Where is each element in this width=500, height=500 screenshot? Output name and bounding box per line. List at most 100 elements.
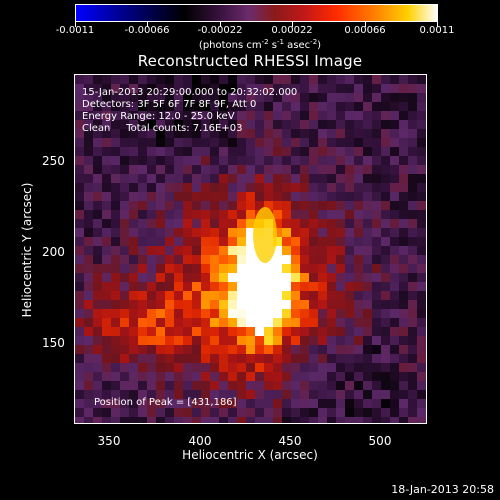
heatmap-cell bbox=[174, 102, 184, 112]
heatmap-cell bbox=[354, 336, 364, 346]
heatmap-cell bbox=[363, 210, 373, 220]
heatmap-cell bbox=[84, 129, 94, 139]
heatmap-cell bbox=[318, 300, 328, 310]
heatmap-cell bbox=[246, 93, 256, 103]
heatmap-cell bbox=[219, 282, 229, 292]
heatmap-cell bbox=[129, 345, 139, 355]
heatmap-cell bbox=[327, 165, 337, 175]
heatmap-cell bbox=[147, 390, 157, 400]
heatmap-cell bbox=[273, 237, 283, 247]
heatmap-cell bbox=[147, 345, 157, 355]
heatmap-cell bbox=[327, 345, 337, 355]
heatmap-cell bbox=[327, 102, 337, 112]
colorbar-tick-label: -0.00022 bbox=[197, 25, 243, 36]
heatmap-cell bbox=[93, 273, 103, 283]
heatmap-cell bbox=[120, 228, 130, 238]
heatmap-cell bbox=[165, 228, 175, 238]
heatmap-cell bbox=[111, 102, 121, 112]
heatmap-cell bbox=[75, 381, 85, 391]
heatmap-cell bbox=[345, 120, 355, 130]
heatmap-cell bbox=[138, 84, 148, 94]
heatmap-cell bbox=[120, 264, 130, 274]
heatmap-cell bbox=[237, 354, 247, 364]
heatmap-cell bbox=[354, 354, 364, 364]
heatmap-cell bbox=[372, 138, 382, 148]
heatmap-cell bbox=[219, 354, 229, 364]
heatmap-cell bbox=[111, 75, 121, 85]
heatmap-cell bbox=[120, 246, 130, 256]
heatmap-cell bbox=[390, 183, 400, 193]
heatmap-cell bbox=[93, 372, 103, 382]
heatmap-cell bbox=[354, 138, 364, 148]
heatmap-cell bbox=[120, 318, 130, 328]
heatmap-cell bbox=[336, 111, 346, 121]
heatmap-cell bbox=[408, 264, 418, 274]
heatmap-cell bbox=[120, 345, 130, 355]
heatmap-cell bbox=[147, 192, 157, 202]
heatmap-cell bbox=[273, 228, 283, 238]
heatmap-cell bbox=[282, 408, 292, 418]
heatmap-cell bbox=[372, 309, 382, 319]
heatmap-cell bbox=[417, 399, 426, 409]
heatmap-cell bbox=[399, 237, 409, 247]
heatmap-cell bbox=[138, 201, 148, 211]
y-tick-label: 250 bbox=[42, 154, 65, 168]
heatmap-cell bbox=[75, 255, 85, 265]
heatmap-cell bbox=[228, 363, 238, 373]
heatmap-cell bbox=[309, 201, 319, 211]
heatmap-cell bbox=[129, 183, 139, 193]
heatmap-cell bbox=[408, 102, 418, 112]
heatmap-cell bbox=[390, 354, 400, 364]
heatmap-cell bbox=[111, 165, 121, 175]
heatmap-cell bbox=[264, 120, 274, 130]
heatmap-cell bbox=[174, 399, 184, 409]
heatmap-cell bbox=[273, 345, 283, 355]
heatmap-cell bbox=[246, 417, 256, 423]
heatmap-cell bbox=[93, 174, 103, 184]
heatmap-cell bbox=[264, 408, 274, 418]
heatmap-cell bbox=[201, 309, 211, 319]
heatmap-cell bbox=[228, 129, 238, 139]
heatmap-cell bbox=[417, 309, 426, 319]
heatmap-cell bbox=[399, 228, 409, 238]
heatmap-cell bbox=[363, 372, 373, 382]
heatmap-cell bbox=[111, 192, 121, 202]
heatmap-cell bbox=[111, 138, 121, 148]
heatmap-cell bbox=[291, 255, 301, 265]
heatmap-cell bbox=[192, 129, 202, 139]
heatmap-cell bbox=[390, 237, 400, 247]
heatmap-cell bbox=[84, 255, 94, 265]
heatmap-cell bbox=[183, 273, 193, 283]
heatmap-cell bbox=[237, 219, 247, 229]
heatmap-cell bbox=[228, 390, 238, 400]
heatmap-cell bbox=[228, 264, 238, 274]
heatmap-cell bbox=[318, 417, 328, 423]
heatmap-cell bbox=[336, 93, 346, 103]
heatmap-cell bbox=[75, 111, 85, 121]
heatmap-cell bbox=[273, 390, 283, 400]
heatmap-cell bbox=[228, 102, 238, 112]
heatmap-cell bbox=[102, 282, 112, 292]
heatmap-cell bbox=[165, 183, 175, 193]
heatmap-cell bbox=[201, 174, 211, 184]
heatmap-cell bbox=[84, 147, 94, 157]
colorbar-tick bbox=[437, 22, 438, 27]
heatmap-cell bbox=[327, 147, 337, 157]
heatmap-cell bbox=[345, 102, 355, 112]
heatmap-cell bbox=[336, 264, 346, 274]
heatmap-cell bbox=[138, 255, 148, 265]
heatmap-cell bbox=[273, 138, 283, 148]
heatmap-cell bbox=[399, 183, 409, 193]
heatmap-cell bbox=[255, 120, 265, 130]
heatmap-cell bbox=[264, 372, 274, 382]
heatmap-cell bbox=[93, 129, 103, 139]
heatmap-cell bbox=[282, 300, 292, 310]
heatmap-cell bbox=[192, 102, 202, 112]
heatmap-cell bbox=[183, 345, 193, 355]
heatmap-cell bbox=[75, 300, 85, 310]
heatmap-cell bbox=[300, 102, 310, 112]
heatmap-cell bbox=[345, 300, 355, 310]
heatmap-cell bbox=[192, 291, 202, 301]
heatmap-cell bbox=[264, 174, 274, 184]
heatmap-cell bbox=[318, 93, 328, 103]
